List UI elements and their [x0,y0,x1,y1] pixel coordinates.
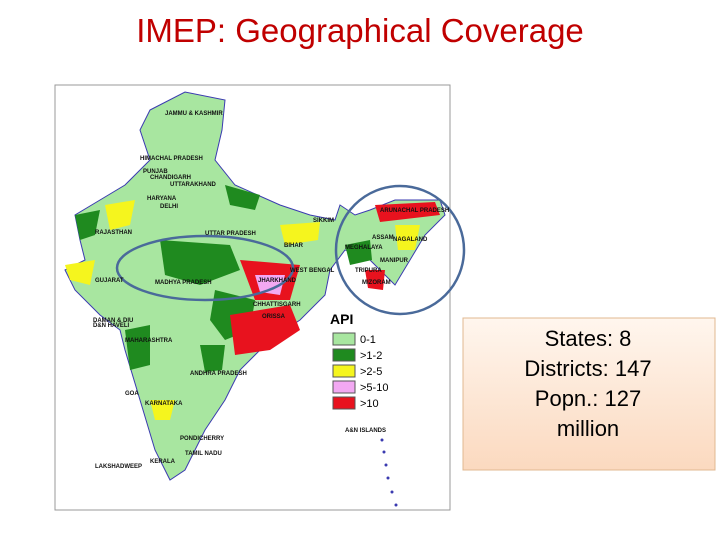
state-label: HIMACHAL PRADESH [140,156,203,162]
district-patches [65,185,440,420]
state-label: MEGHALAYA [345,245,383,251]
stat-line: million [557,416,619,441]
state-label: KERALA [150,459,176,465]
legend-swatch [332,348,356,362]
legend-swatch [332,380,356,394]
state-label: PUNJAB [143,169,168,175]
island-dots [380,438,398,507]
title: IMEP: Geographical Coverage [136,12,584,49]
state-label: UTTAR PRADESH [205,231,256,237]
legend-label: >2-5 [360,366,382,378]
state-label: SIKKIM [313,218,334,224]
state-label: A&N ISLANDS [345,428,386,434]
state-label: DELHI [160,204,178,210]
state-label: KARNATAKA [145,401,183,407]
legend-swatch [332,396,356,410]
state-label: ARUNACHAL PRADESH [380,208,449,214]
state-label: JHARKHAND [258,278,297,284]
stats-box [462,317,716,471]
legend-label: >1-2 [360,350,382,362]
state-label: LAKSHADWEEP [95,464,142,470]
state-label: MAHARASHTRA [125,338,173,344]
legend-title: API [330,311,353,327]
state-label: BIHAR [284,243,304,249]
state-label: GUJARAT [95,278,124,284]
legend: 0-1 >1-2 >2-5 >5-10 >10 [332,332,388,410]
state-label: DAMAN & DIU [93,318,133,324]
state-label: ASSAM [372,235,394,241]
state-label: PONDICHERRY [180,436,224,442]
state-label: TAMIL NADU [185,451,222,457]
highlight-circle [334,184,466,316]
state-label: CHHATTISGARH [253,302,301,308]
legend-label: 0-1 [360,334,376,346]
stat-line: Popn.: 127 [535,386,641,411]
state-label: JAMMU & KASHMIR [165,111,223,117]
legend-label: >10 [360,398,379,410]
highlight-ellipse [115,234,295,302]
state-label: CHANDIGARH [150,175,191,181]
stats: States: 8 Districts: 147 Popn.: 127 million [524,326,651,441]
state-label: WEST BENGAL [290,268,335,274]
legend-label: >5-10 [360,382,388,394]
state-label: D&N HAVELI [93,323,130,329]
state-label: GOA [125,391,139,397]
state-labels: JAMMU & KASHMIR HIMACHAL PRADESH PUNJABCHA… [93,111,449,470]
state-label: MIZORAM [362,280,391,286]
state-label: RAJASTHAN [95,230,132,236]
state-label: MANIPUR [380,258,409,264]
state-label: NAGALAND [393,237,428,243]
state-label: MADHYA PRADESH [155,280,212,286]
state-label: HARYANA [147,196,177,202]
state-label: ORISSA [262,314,286,320]
stat-line: Districts: 147 [524,356,651,381]
stat-line: States: 8 [545,326,632,351]
state-label: UTTARAKHAND [170,182,217,188]
state-label: ANDHRA PRADESH [190,371,247,377]
state-label: TRIPURA [355,268,382,274]
legend-swatch [332,332,356,346]
legend-swatch [332,364,356,378]
